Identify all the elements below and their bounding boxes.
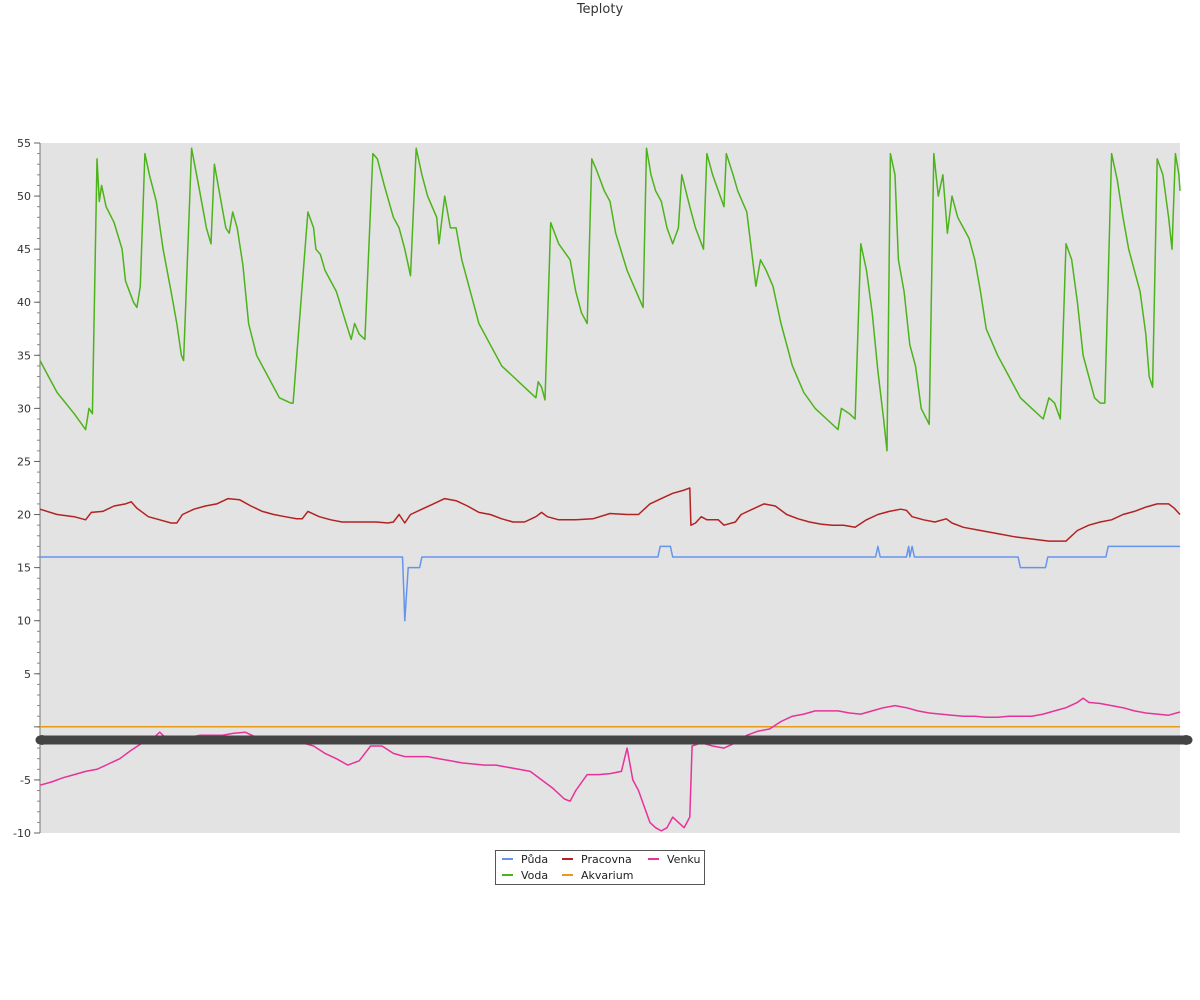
legend-label: Pracovna [581,853,632,866]
plot-area [40,143,1180,833]
legend-label: Akvarium [581,869,634,882]
series-line-pracovna [39,487,1181,542]
legend: Půda Voda Pracovna Akvarium Venku [495,850,705,885]
y-tick-label: 50 [17,190,31,203]
x-axis-tick-blur [37,735,1191,745]
y-tick-label: 5 [24,668,31,681]
legend-item: Pracovna [562,853,632,867]
y-tick-label: 20 [17,509,31,522]
y-tick-label: -5 [20,774,31,787]
legend-swatch [502,874,513,876]
chart-title: Teploty [576,2,624,17]
legend-swatch [562,874,573,876]
legend-swatch [562,858,573,860]
legend-item: Voda [502,869,548,883]
legend-label: Venku [667,853,701,866]
x-axis-start-mark [37,735,47,745]
x-axis-end-mark [1181,735,1191,745]
legend-swatch [648,858,659,860]
y-tick-label: 35 [17,349,31,362]
y-tick-label: 15 [17,562,31,575]
legend-swatch [502,858,513,860]
y-tick-label: -10 [13,827,31,840]
y-tick-label: 55 [17,137,31,150]
legend-item: Půda [502,853,548,867]
y-tick-label: 30 [17,402,31,415]
legend-label: Půda [521,853,549,866]
series-line-voda [39,147,1181,452]
legend-item: Venku [648,853,700,867]
y-tick-label: 45 [17,243,31,256]
y-axis-ticks: -10 -5 5 10 15 20 25 30 35 40 45 50 55 [13,137,40,840]
legend-item: Akvarium [562,869,633,883]
legend-label: Voda [521,869,549,882]
series-line-p-da [40,545,1180,622]
series-lines [39,147,1181,832]
series-line-venku [39,697,1181,832]
y-tick-label: 25 [17,455,31,468]
y-tick-label: 10 [17,615,31,628]
y-tick-label: 40 [17,296,31,309]
